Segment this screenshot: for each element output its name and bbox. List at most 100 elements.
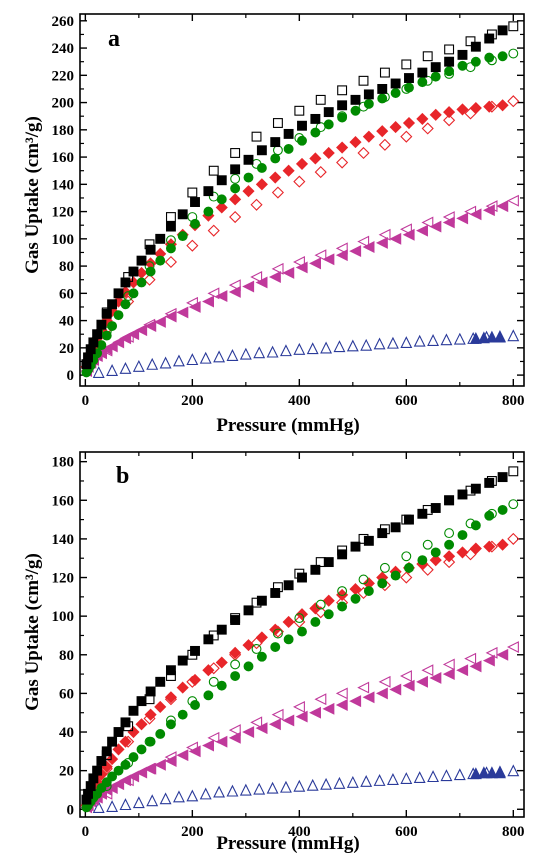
panel-a-square-filled-point [310, 113, 321, 124]
panel-b-letter: b [116, 463, 129, 489]
panel-b-circle-filled-point [165, 719, 176, 730]
panel-b-triangle-up-open-point [320, 777, 333, 790]
panel-a-y-tick-label: 120 [52, 205, 75, 221]
panel-a-circle-filled-point [404, 82, 414, 93]
panel-b-triangle-up-open-point [507, 764, 520, 777]
panel-b-triangle-left-open-point [442, 658, 455, 671]
panel-a-diamond-filled-point [229, 193, 242, 206]
panel-a-triangle-left-filled-point [105, 340, 118, 353]
panel-a-triangle-left-filled-point [153, 316, 166, 328]
panel-b-circle-filled-point [107, 771, 118, 782]
panel-a-triangle-left-open-point [507, 194, 519, 207]
panel-b-diamond-filled-point [112, 743, 125, 756]
panel-b-square-filled-point [96, 756, 107, 766]
panel-a-square-open-point [465, 36, 476, 47]
panel-a-triangle-left-filled-point [268, 271, 281, 283]
panel-a-circle-filled-point [417, 77, 428, 88]
panel-b-triangle-left-filled-point [402, 679, 415, 692]
panel-a-square-filled-point [216, 175, 227, 186]
panel-b-triangle-left-filled-point [362, 691, 375, 704]
panel-a-circle-filled-point [337, 112, 348, 123]
panel-b-diamond-filled-point [215, 656, 228, 669]
panel-b-square-filled-point [444, 495, 455, 506]
panel-a-square-filled-point [323, 107, 334, 118]
panel-a-square-filled-point [136, 255, 147, 266]
panel-b-x-tick-label: 600 [395, 824, 418, 840]
panel-a-diamond-filled-point [255, 178, 268, 191]
panel-b-square-filled-point [363, 535, 374, 546]
panel-b-triangle-left-filled-point [268, 718, 281, 731]
panel-b-diamond-filled-point [164, 691, 177, 704]
panel-a-square-filled-point [377, 83, 388, 94]
panel-a-square-filled-point [155, 233, 166, 244]
panel-b-circle-open-point [294, 613, 305, 624]
panel-a-triangle-left-filled-point [282, 266, 295, 279]
panel-a-plot-frame [79, 13, 525, 387]
panel-b-diamond-filled-point [282, 615, 295, 629]
panel-a-square-filled-point [113, 288, 124, 299]
panel-a-triangle-left-filled-point [322, 253, 335, 266]
panel-a-diamond-filled-point [349, 136, 362, 149]
panel-a-triangle-left-open-point [378, 228, 391, 241]
panel-b-square-filled-point [390, 522, 401, 533]
panel-a-diamond-filled-point [469, 101, 482, 115]
panel-b-triangle-left-filled-point [349, 695, 362, 708]
panel-b-circle-open-point [444, 528, 455, 539]
panel-a-circle-filled-point [444, 66, 455, 77]
panel-a-triangle-left-open-point [335, 242, 348, 255]
panel-b-triangle-up-filled-point [493, 766, 506, 779]
panel-b-series-triangle-left [80, 641, 519, 814]
panel-a-square-filled-point [444, 56, 455, 67]
panel-b-triangle-left-open-point [507, 641, 519, 654]
panel-b-square-open-point [508, 466, 519, 477]
panel-a-x-tick-label: 0 [82, 393, 90, 409]
panel-a-square-filled-point [390, 78, 401, 89]
panel-a-square-filled-point [484, 33, 495, 44]
panel-b-triangle-left-open-point [228, 724, 241, 737]
panel-a-triangle-up-open-point [132, 359, 145, 372]
panel-a-triangle-left-filled-point [215, 290, 228, 303]
panel-a-triangle-up-open-point [293, 342, 306, 355]
panel-a-square-filled-point [230, 164, 241, 175]
panel-b-triangle-up-open-point [453, 768, 466, 781]
panel-b-square-filled-point [350, 541, 361, 552]
panel-b-triangle-left-filled-point [112, 778, 125, 791]
panel-a-diamond-open-point [443, 114, 456, 127]
panel-b-circle-open-point [379, 562, 390, 573]
panel-b-y-tick-label: 80 [59, 648, 74, 664]
panel-a-triangle-left-open-point [271, 262, 284, 275]
panel-a-y-tick-label: 20 [59, 341, 74, 357]
panel-b-diamond-filled-point [255, 631, 268, 644]
panel-a-square-filled-point [457, 49, 468, 60]
panel-a-triangle-up-open-point [360, 338, 373, 351]
panel-b-circle-filled-point [128, 752, 139, 763]
panel-a-series-square [81, 21, 519, 370]
panel-b-circle-filled-point [297, 626, 307, 637]
panel-a-triangle-left-filled-point [242, 280, 255, 293]
panel-a-square-filled-point [120, 277, 131, 288]
panel-b-circle-open-point [272, 628, 283, 639]
panel-b-square-filled-point [484, 477, 495, 488]
panel-a-square-filled-point [101, 308, 112, 319]
panel-b-triangle-left-open-point [485, 646, 498, 659]
panel-a-x-tick-label: 400 [288, 393, 311, 409]
panel-a-circle-filled-point [457, 60, 468, 71]
panel-a-triangle-up-open-point [320, 341, 333, 354]
panel-a-circle-filled-point [310, 127, 321, 138]
panel-a-triangle-up-open-point [507, 329, 520, 342]
panel-b-square-filled-point [216, 624, 227, 635]
panel-b-y-tick-label: 100 [52, 609, 75, 625]
panel-a-diamond-open-point [314, 166, 327, 179]
panel-b-circle-filled-point [177, 709, 188, 720]
panel-b-square-filled-point [377, 528, 388, 539]
panel-a-square-filled-point [107, 299, 118, 310]
panel-a-square-open-point [337, 85, 348, 96]
panel-a-square-open-point [358, 75, 369, 86]
panel-a-diamond-filled-point [282, 164, 295, 177]
panel-b-triangle-left-open-point [335, 687, 348, 700]
panel-b-triangle-up-open-point [253, 782, 266, 795]
panel-b-circle-filled-point [377, 578, 388, 589]
panel-a-diamond-open-point [400, 130, 413, 143]
panel-a-square-open-point [508, 21, 519, 32]
panel-a-diamond-filled-point [456, 103, 469, 116]
